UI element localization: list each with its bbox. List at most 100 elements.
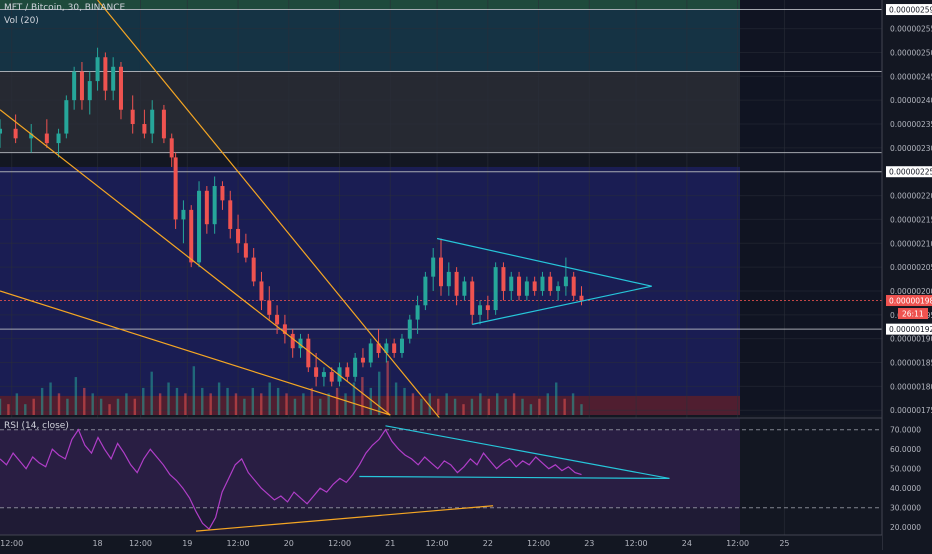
volume-bar bbox=[217, 382, 221, 415]
candle-body bbox=[72, 71, 77, 101]
price-badge-label: 0.00000225 bbox=[889, 168, 932, 177]
candle-body bbox=[540, 276, 545, 291]
volume-legend[interactable]: Vol (20) bbox=[4, 16, 39, 26]
candle-body bbox=[197, 190, 202, 263]
volume-bar bbox=[479, 393, 482, 415]
top-zone bbox=[0, 0, 740, 10]
candle-body bbox=[236, 228, 241, 244]
candle-body bbox=[56, 133, 61, 144]
price-tick-label: 0.00000200 bbox=[890, 287, 932, 296]
volume-bar bbox=[108, 404, 111, 415]
volume-bar bbox=[344, 393, 347, 415]
price-tick-label: 0.00000175 bbox=[890, 406, 932, 415]
rsi-legend[interactable]: RSI (14, close) bbox=[4, 421, 69, 431]
volume-bar bbox=[192, 366, 196, 415]
volume-bar bbox=[310, 387, 314, 415]
price-badge-label: 0.00000259 bbox=[889, 6, 932, 15]
volume-bar bbox=[580, 404, 583, 415]
candle-body bbox=[462, 281, 467, 296]
candle-body bbox=[103, 57, 108, 91]
volume-bar bbox=[445, 393, 448, 415]
candle-body bbox=[571, 276, 576, 296]
candle-body bbox=[314, 367, 319, 377]
rsi-band bbox=[0, 429, 740, 508]
candle-body bbox=[399, 338, 404, 353]
candle-body bbox=[478, 305, 483, 315]
time-tick-label: 22 bbox=[483, 539, 493, 548]
rsi-tick-label: 70.0000 bbox=[890, 426, 921, 435]
price-tick-label: 0.00000190 bbox=[890, 335, 932, 344]
rsi-tick-label: 20.0000 bbox=[890, 523, 921, 532]
volume-bar bbox=[49, 382, 52, 415]
candle-body bbox=[204, 190, 209, 225]
price-tick-label: 0.00000240 bbox=[890, 96, 932, 105]
volume-bar bbox=[116, 398, 120, 415]
time-tick-label: 12:00 bbox=[527, 539, 550, 548]
countdown-badge bbox=[898, 308, 928, 320]
volume-bar bbox=[496, 393, 499, 415]
candle-body bbox=[189, 209, 194, 263]
zone-rect bbox=[0, 9, 740, 72]
candle-body bbox=[282, 324, 287, 334]
symbol-legend[interactable]: MFT / Bitcoin, 30, BINANCE bbox=[4, 3, 126, 13]
volume-bar bbox=[521, 398, 524, 415]
volume-bar bbox=[66, 398, 69, 415]
time-tick-label: 12:00 bbox=[227, 539, 250, 548]
candle-body bbox=[243, 243, 248, 258]
countdown-label: 26:11 bbox=[902, 310, 924, 319]
candle-body bbox=[501, 267, 506, 291]
trend-line bbox=[0, 290, 391, 416]
volume-bar bbox=[538, 398, 541, 415]
trend-line bbox=[97, 0, 442, 421]
volume-bar bbox=[40, 387, 44, 415]
candle-body bbox=[524, 281, 529, 296]
volume-bar bbox=[125, 393, 128, 415]
volume-bar bbox=[403, 387, 406, 415]
price-badge-label: 0.00000192 bbox=[889, 325, 932, 334]
zone-rect bbox=[0, 71, 740, 153]
candle-body bbox=[228, 200, 233, 229]
volume-bar bbox=[462, 404, 465, 415]
candle-body bbox=[321, 372, 326, 377]
candle-body bbox=[64, 100, 69, 134]
volume-bar bbox=[209, 393, 212, 415]
candle-body bbox=[251, 257, 256, 282]
price-badge-label: 0.00000198 bbox=[889, 297, 932, 306]
candle-body bbox=[118, 66, 123, 110]
candle-body bbox=[423, 276, 428, 306]
volume-bar bbox=[352, 382, 356, 415]
price-axis: 0.00000175 0.00000180 0.00000185 0.00000190… bbox=[881, 0, 932, 550]
candle-body bbox=[376, 343, 381, 353]
candle-body bbox=[150, 109, 155, 134]
candle-body bbox=[259, 281, 264, 301]
volume-bar bbox=[74, 377, 78, 415]
time-tick-label: 12:00 bbox=[129, 539, 152, 548]
volume-bar bbox=[470, 398, 474, 415]
volume-bar bbox=[184, 393, 187, 415]
axis-background bbox=[882, 0, 932, 550]
candle-body bbox=[111, 66, 116, 91]
volume-bars bbox=[0, 360, 583, 415]
candle-body bbox=[368, 343, 373, 363]
rsi-tick-label: 50.0000 bbox=[890, 465, 921, 474]
volume-bar bbox=[504, 398, 507, 415]
volume-bar bbox=[268, 382, 271, 415]
price-tick-label: 0.00000235 bbox=[890, 120, 932, 129]
candle-body bbox=[353, 357, 358, 377]
candle-body bbox=[290, 333, 295, 349]
candle-body bbox=[142, 124, 147, 134]
volume-bar bbox=[285, 393, 288, 415]
volume-bar bbox=[529, 404, 533, 415]
price-tick-label: 0.00000185 bbox=[890, 359, 932, 368]
volume-bar bbox=[91, 393, 94, 415]
time-tick-label: 12:00 bbox=[0, 539, 23, 548]
price-badge bbox=[886, 166, 932, 178]
candle-body bbox=[79, 71, 84, 101]
candle-body bbox=[345, 367, 350, 377]
candle-body bbox=[212, 186, 217, 225]
time-tick-label: 12:00 bbox=[625, 539, 648, 548]
volume-bar bbox=[7, 404, 10, 415]
candle-body bbox=[130, 109, 135, 125]
candle-body bbox=[517, 276, 522, 296]
